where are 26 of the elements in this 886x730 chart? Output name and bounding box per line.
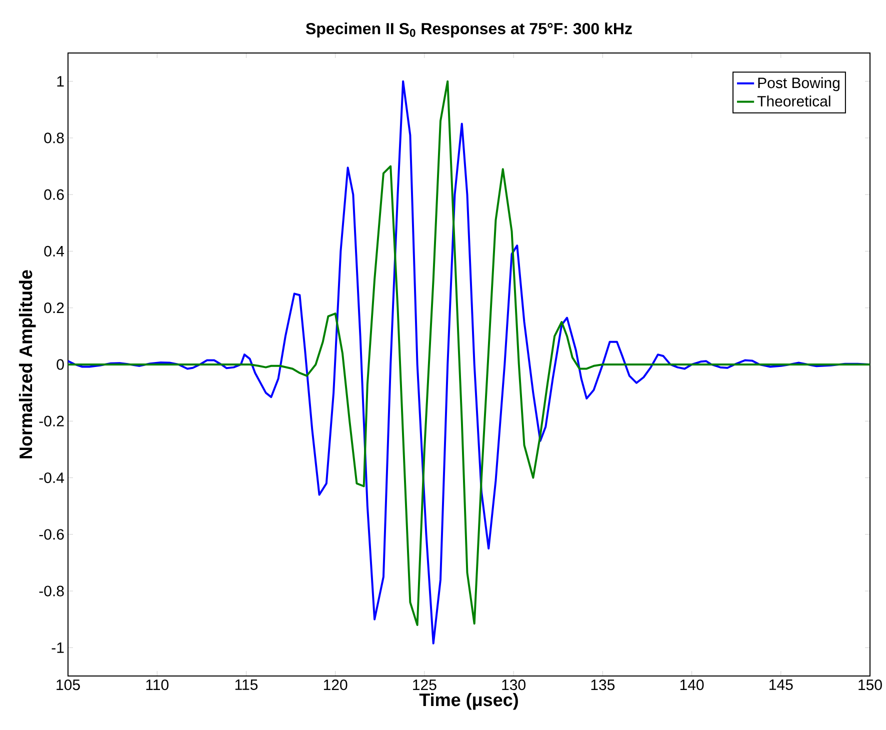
y-axis-title: Normalized Amplitude	[18, 270, 36, 458]
y-tick-label: 0.2	[44, 302, 64, 314]
y-tick-label: 1	[57, 76, 64, 86]
x-tick-label: 145	[770, 680, 793, 690]
y-tick-label: 0.4	[44, 246, 64, 257]
x-tick-label: 120	[324, 680, 348, 690]
x-tick-label: 115	[235, 680, 258, 690]
x-tick-label: 150	[858, 680, 882, 690]
x-tick-label: 135	[591, 680, 615, 690]
legend-label: Post Bowing	[758, 77, 840, 92]
y-tick-label: -1	[52, 642, 64, 653]
x-tick-label: 105	[56, 680, 80, 690]
y-tick-label: 0.6	[44, 189, 64, 200]
x-axis-title: Time (μsec)	[419, 693, 518, 710]
x-tick-label: 130	[502, 680, 526, 690]
x-tick-label: 125	[413, 680, 436, 690]
y-tick-label: 0.8	[44, 132, 64, 144]
y-tick-label: -0.6	[39, 529, 64, 540]
y-tick-label: -0.4	[39, 472, 64, 484]
legend-label: Theoretical	[757, 96, 830, 107]
x-tick-label: 110	[146, 680, 168, 690]
x-tick-label: 140	[680, 680, 704, 690]
y-tick-label: -0.2	[39, 416, 64, 426]
y-tick-label: -0.8	[39, 586, 64, 596]
chart-title: Specimen II S$_{0}$ Responses at 75°F: 300 kHz	[306, 22, 632, 38]
y-tick-label: 0	[56, 359, 64, 370]
